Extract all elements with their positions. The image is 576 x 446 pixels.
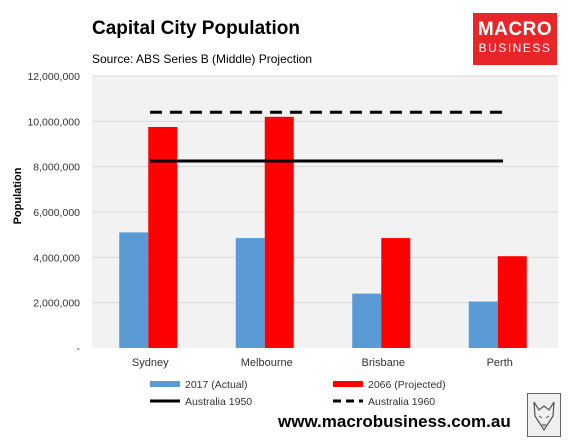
bar-2066-perth — [497, 256, 527, 348]
y-tick-label: 2,000,000 — [33, 298, 80, 310]
y-tick-label: 10,000,000 — [27, 116, 80, 128]
bar-2017-perth — [468, 301, 498, 348]
bar-2017-sydney — [119, 232, 149, 348]
logo-line-1: MACRO — [477, 19, 553, 40]
legend-label: Australia 1950 — [185, 396, 252, 408]
legend-label: 2066 (Projected) — [368, 379, 446, 391]
x-axis-tick-labels: Sydney Melbourne Brisbane Perth — [132, 357, 513, 369]
bars — [119, 116, 527, 348]
x-tick-label: Sydney — [132, 357, 169, 369]
reference-lines — [150, 110, 503, 163]
chart-title: Capital City Population — [92, 18, 300, 39]
x-tick-label: Melbourne — [241, 357, 293, 369]
bar-2017-brisbane — [352, 293, 382, 348]
macrobusiness-logo: MACRO BUSINESS — [473, 13, 557, 65]
chart-subtitle: Source: ABS Series B (Middle) Projection — [92, 52, 313, 66]
y-tick-label: - — [77, 343, 81, 355]
bar-2066-brisbane — [381, 238, 411, 348]
logo-line-2: BUSINESS — [478, 41, 552, 55]
legend-label: Australia 1960 — [368, 396, 435, 408]
y-tick-label: 6,000,000 — [33, 207, 80, 219]
x-tick-label: Perth — [487, 357, 513, 369]
bar-2066-melbourne — [264, 116, 294, 348]
legend: 2017 (Actual) 2066 (Projected) Australia 1… — [150, 379, 446, 408]
legend-swatch — [333, 381, 363, 387]
y-axis-label: Population — [12, 167, 24, 224]
y-axis-tick-labels: - 2,000,000 4,000,000 6,000,000 8,000,000 10,… — [27, 71, 80, 355]
legend-label: 2017 (Actual) — [185, 379, 247, 391]
bar-2066-sydney — [148, 127, 178, 348]
y-tick-label: 4,000,000 — [33, 252, 80, 264]
wolf-sketch-icon — [527, 393, 561, 437]
y-tick-label: 8,000,000 — [33, 162, 80, 174]
website-url: www.macrobusiness.com.au — [278, 412, 511, 431]
legend-swatch — [150, 381, 180, 387]
bar-2017-melbourne — [235, 238, 265, 348]
x-tick-label: Brisbane — [362, 357, 405, 369]
y-tick-label: 12,000,000 — [27, 71, 80, 83]
